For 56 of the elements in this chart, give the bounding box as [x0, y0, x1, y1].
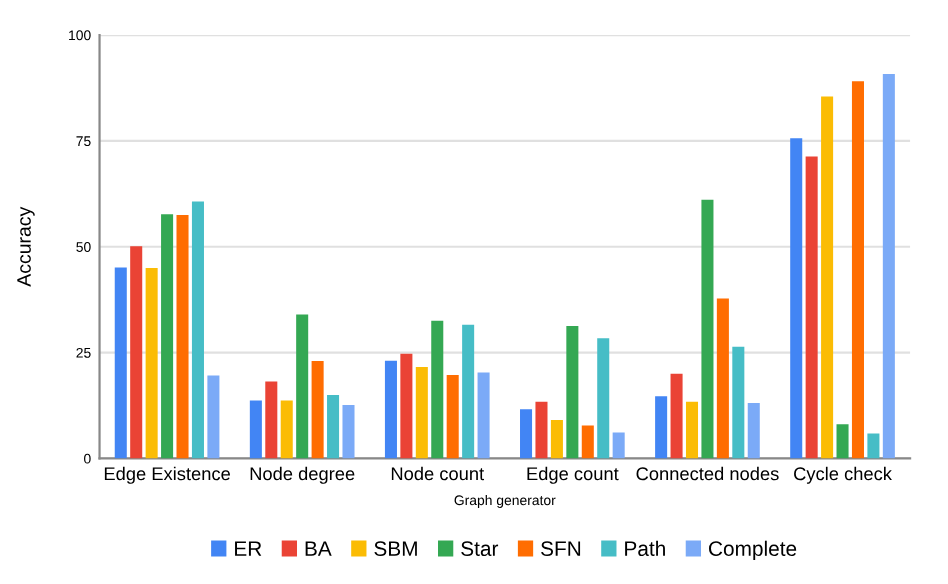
- x-tick-label: Cycle check: [794, 466, 892, 484]
- bar: [446, 375, 459, 459]
- legend-label: Complete: [709, 540, 797, 561]
- x-tick-label: Edge count: [527, 466, 619, 484]
- bar: [747, 402, 760, 459]
- bar: [191, 201, 204, 459]
- bar: [520, 409, 533, 459]
- bar: [477, 372, 490, 459]
- bar: [550, 419, 563, 459]
- bar: [685, 401, 699, 459]
- legend-label: SBM: [374, 541, 417, 556]
- bar: [670, 373, 683, 459]
- bar: [836, 424, 849, 459]
- bar: [342, 405, 355, 459]
- bar: [280, 400, 293, 459]
- bar: [581, 425, 594, 459]
- bar: [597, 338, 610, 459]
- x-tick-label: Connected nodes: [636, 466, 779, 481]
- bar: [265, 381, 278, 459]
- legend-label: Path: [625, 540, 665, 556]
- bar: [415, 366, 428, 459]
- bar: [311, 361, 324, 459]
- bar: [655, 396, 668, 459]
- x-tick-label: Node count: [391, 466, 485, 481]
- bar: [805, 156, 818, 459]
- bar: [431, 320, 444, 459]
- bar: [296, 314, 309, 459]
- bar: [701, 199, 714, 459]
- bar: [867, 433, 880, 459]
- bar: [249, 400, 262, 459]
- bar: [790, 138, 803, 459]
- bar: [207, 375, 220, 459]
- bar: [130, 246, 143, 459]
- bar: [176, 214, 189, 459]
- bar: [716, 298, 729, 459]
- bar: [161, 214, 174, 459]
- legend-label: ER: [235, 541, 262, 556]
- bar: [821, 96, 834, 459]
- x-tick-label: Node degree: [250, 466, 355, 484]
- x-tick-label: Edge Existence: [104, 466, 230, 484]
- bar: [882, 73, 895, 459]
- legend-label: BA: [305, 541, 332, 556]
- bar: [462, 324, 475, 459]
- bar: [566, 325, 579, 459]
- bar: [327, 394, 340, 459]
- legend-label: SFN: [541, 541, 581, 556]
- legend-label: Star: [461, 541, 499, 556]
- bar: [732, 346, 745, 459]
- bar: [535, 401, 548, 459]
- bar: [145, 267, 158, 459]
- bar: [400, 353, 413, 459]
- y-axis-title: Accuracy: [17, 206, 35, 287]
- bar: [612, 432, 625, 459]
- bar: [114, 267, 127, 459]
- bar: [384, 360, 397, 459]
- bar: [851, 81, 864, 459]
